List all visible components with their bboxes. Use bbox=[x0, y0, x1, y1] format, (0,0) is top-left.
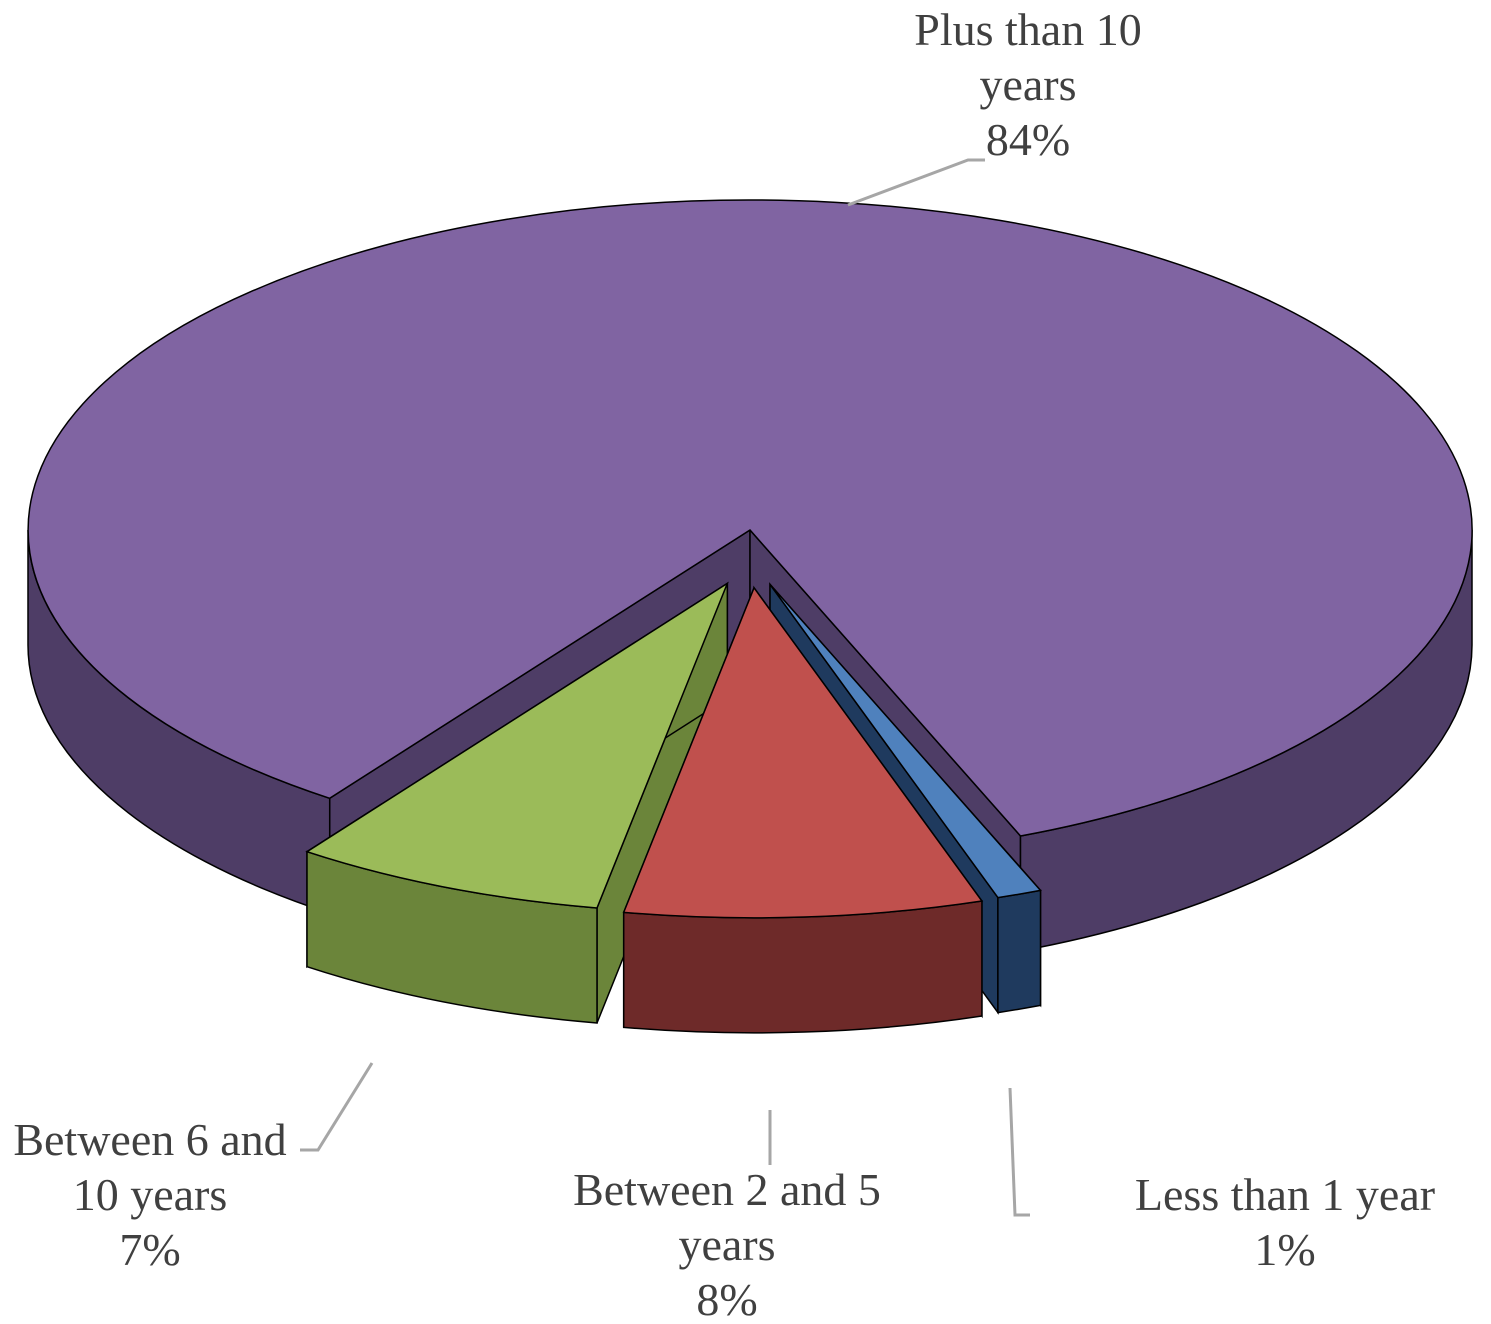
label-name: Less than 1 year bbox=[1134, 1169, 1436, 1220]
data-label: Plus than 10 years 84% bbox=[878, 2, 1178, 167]
slice bbox=[622, 585, 984, 1034]
label-name: Plus than 10 years bbox=[914, 4, 1142, 110]
label-name: Between 2 and 5 years bbox=[573, 1164, 881, 1270]
data-label: Between 6 and 10 years 7% bbox=[0, 1112, 300, 1277]
leader-line bbox=[847, 158, 985, 207]
label-value: 1% bbox=[1254, 1224, 1316, 1275]
pie-slice bbox=[622, 586, 984, 919]
label-name: Between 6 and 10 years bbox=[13, 1114, 287, 1220]
data-label: Less than 1 year 1% bbox=[1110, 1167, 1460, 1277]
pie-slice bbox=[305, 581, 729, 909]
slices bbox=[27, 199, 1473, 1034]
label-value: 84% bbox=[985, 114, 1071, 165]
slice-outer-face bbox=[997, 889, 1042, 1014]
leader-line bbox=[1008, 1087, 1030, 1217]
label-value: 8% bbox=[696, 1274, 758, 1324]
pie-slice bbox=[27, 199, 1473, 837]
slice-outer-face bbox=[622, 900, 983, 1034]
leader-line bbox=[300, 1062, 374, 1152]
data-label: Between 2 and 5 years 8% bbox=[562, 1162, 892, 1324]
pie-slice bbox=[769, 583, 1042, 899]
label-value: 7% bbox=[119, 1224, 181, 1275]
